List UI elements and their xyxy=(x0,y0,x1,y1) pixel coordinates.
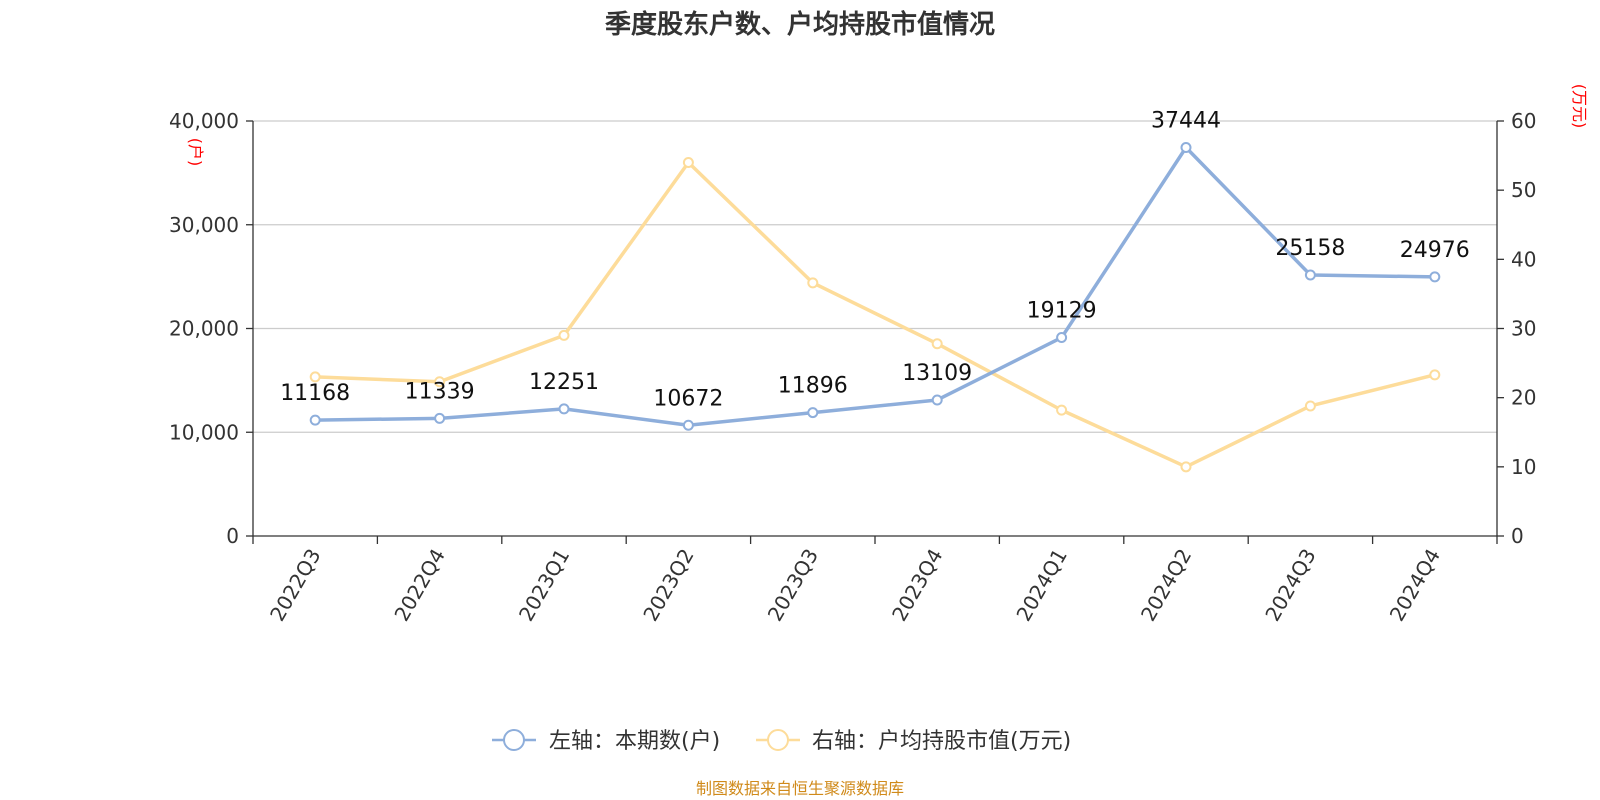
right-tick-label: 20 xyxy=(1511,386,1536,410)
legend-marker-left xyxy=(503,729,525,751)
data-labels: 11168 11339 12251 10672 11896 13109 19129 37444… xyxy=(280,109,1470,412)
data-point-left[interactable] xyxy=(1304,269,1316,281)
legend-label-left: 左轴：本期数(户) xyxy=(549,729,720,754)
data-label: 19129 xyxy=(1027,299,1097,324)
data-label: 24976 xyxy=(1400,238,1470,263)
data-point-right[interactable] xyxy=(931,338,943,350)
x-tick-label: 2023Q4 xyxy=(887,545,947,626)
right-tick-label: 0 xyxy=(1511,524,1524,548)
right-tick-label: 40 xyxy=(1511,247,1536,271)
x-tick-label: 2023Q1 xyxy=(514,545,574,626)
data-label: 11896 xyxy=(778,374,848,399)
data-point-right[interactable] xyxy=(682,157,694,168)
data-point-right[interactable] xyxy=(1304,400,1316,412)
data-label: 10672 xyxy=(653,386,723,411)
left-tick-label: 30,000 xyxy=(169,213,239,237)
legend-label-right: 右轴：户均持股市值(万元) xyxy=(812,729,1071,754)
series-line-left xyxy=(315,145,1435,428)
data-point-right[interactable] xyxy=(558,329,570,341)
data-label: 12251 xyxy=(529,370,599,395)
data-point-left[interactable] xyxy=(558,403,570,415)
source-note: 制图数据来自恒生聚源数据库 xyxy=(696,779,904,798)
chart-title: 季度股东户数、户均持股市值情况 xyxy=(605,9,995,40)
data-label: 13109 xyxy=(902,361,972,386)
right-tick-label: 10 xyxy=(1511,455,1536,479)
legend-item-right[interactable]: 右轴：户均持股市值(万元) xyxy=(756,729,1071,754)
left-tick-label: 20,000 xyxy=(169,317,239,341)
right-tick-label: 50 xyxy=(1511,178,1536,202)
data-point-left[interactable] xyxy=(931,394,943,406)
series-line-right xyxy=(315,160,1436,469)
x-tick-label: 2024Q1 xyxy=(1011,545,1071,626)
x-tick-label: 2022Q4 xyxy=(389,545,449,626)
data-point-right[interactable] xyxy=(1056,404,1068,416)
x-tick-label: 2024Q3 xyxy=(1260,545,1320,626)
data-point-right[interactable] xyxy=(434,376,446,388)
right-tick-label: 60 xyxy=(1511,109,1536,133)
data-label: 11168 xyxy=(280,381,350,406)
data-point-right[interactable] xyxy=(1429,369,1441,381)
legend-marker-right xyxy=(767,729,789,751)
data-label: 25158 xyxy=(1275,236,1345,261)
x-tick-label: 2024Q2 xyxy=(1136,545,1196,626)
data-point-left[interactable] xyxy=(807,407,819,419)
left-axis-unit: (户) xyxy=(186,138,205,167)
left-axis-ticks: 0 10,000 20,000 30,000 40,000 xyxy=(169,109,253,548)
x-axis-ticks: 2022Q3 2022Q4 2023Q1 2023Q2 2023Q3 2023Q4 2024… xyxy=(252,536,1498,626)
data-point-left[interactable] xyxy=(1429,271,1441,283)
right-axis-ticks: 0 10 20 30 40 50 60 xyxy=(1497,109,1536,548)
left-tick-label: 10,000 xyxy=(169,420,239,444)
legend: 左轴：本期数(户) 右轴：户均持股市值(万元) xyxy=(492,729,1071,754)
left-tick-label: 0 xyxy=(226,524,239,548)
data-point-right[interactable] xyxy=(807,277,819,289)
right-axis-unit: (万元) xyxy=(1570,84,1589,129)
data-point-left[interactable] xyxy=(1056,332,1068,344)
data-point-left[interactable] xyxy=(309,414,321,426)
series-layer xyxy=(309,142,1441,473)
legend-item-left[interactable]: 左轴：本期数(户) xyxy=(492,729,720,754)
right-tick-label: 30 xyxy=(1511,317,1536,341)
x-tick-label: 2023Q3 xyxy=(763,545,823,626)
x-tick-label: 2022Q3 xyxy=(265,545,325,626)
data-point-left[interactable] xyxy=(682,419,694,431)
data-label: 37444 xyxy=(1151,109,1221,134)
left-tick-label: 40,000 xyxy=(169,109,239,133)
data-point-left[interactable] xyxy=(434,412,446,424)
data-point-right[interactable] xyxy=(309,371,321,383)
data-point-right[interactable] xyxy=(1180,461,1192,473)
data-label: 11339 xyxy=(405,379,475,404)
x-tick-label: 2023Q2 xyxy=(638,545,698,626)
x-tick-label: 2024Q4 xyxy=(1385,545,1445,626)
grid-lines xyxy=(253,120,1497,433)
data-point-left[interactable] xyxy=(1180,142,1192,154)
